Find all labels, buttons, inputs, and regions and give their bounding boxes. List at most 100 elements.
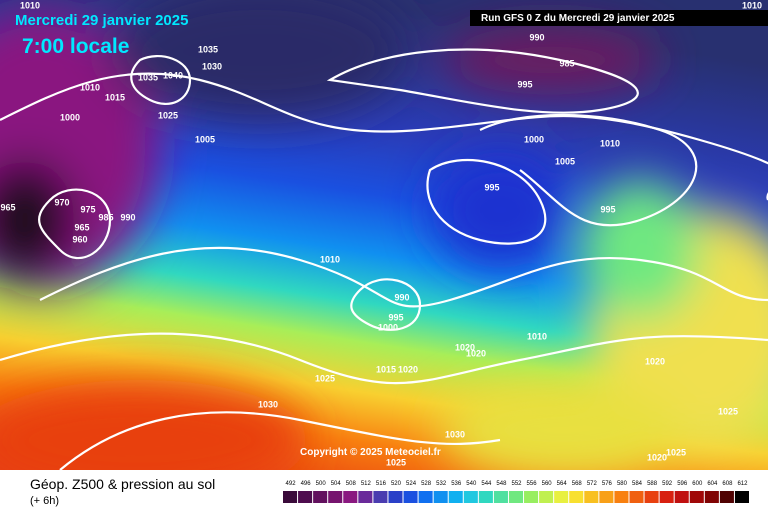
colorbar: 492 496 500 504 508 512 516 520 524 528 532 536 540 5… [283,481,749,503]
isobar-label: 1010 [320,254,340,264]
colorbar-label: 592 [662,481,673,487]
colorbar-label: 564 [557,481,568,487]
colorbar-swatch [704,491,719,503]
isobar-label: 1020 [647,452,667,462]
isobar-label: 1035 [138,72,158,82]
isobar-label: 970 [54,197,69,207]
colorbar-swatch [508,491,524,503]
copyright: Copyright © 2025 Meteociel.fr [300,447,441,458]
colorbar-label: 608 [722,481,733,487]
colorbar-label: 492 [286,481,297,487]
colorbar-swatch [569,491,584,503]
isobar-label: 965 [0,202,15,212]
isobar-label: 1000 [60,112,80,122]
isobar-label: 1015 [376,364,396,374]
colorbar-label: 532 [436,481,447,487]
colorbar-label: 580 [617,481,628,487]
colorbar-label: 596 [677,481,688,487]
isobar-label: 1010 [80,82,100,92]
colorbar-label: 520 [391,481,402,487]
colorbar-label: 536 [451,481,462,487]
colorbar-label: 548 [496,481,507,487]
isobar-label: 1030 [258,399,278,409]
colorbar-label: 544 [481,481,492,487]
isobar-label: 1010 [600,138,620,148]
colorbar-swatch [614,491,629,503]
isobar-label: 1025 [158,110,178,120]
field-patches [0,0,768,500]
isobar-label: 985 [98,212,113,222]
isobar-label: 1010 [527,331,547,341]
colorbar-swatch [629,491,644,503]
date-title: Mercredi 29 janvier 2025 [15,12,188,29]
isobar-label: 960 [72,234,87,244]
isobars [0,48,768,471]
isobar-label: 1025 [718,406,738,416]
colorbar-swatch [283,491,298,503]
colorbar-swatch [674,491,689,503]
colorbar-swatch [539,491,554,503]
colorbar-label: 568 [572,481,583,487]
isobar-label: 995 [517,79,532,89]
footer-subtitle: (+ 6h) [30,495,59,507]
colorbar-swatch [524,491,539,503]
colorbar-label: 604 [707,481,718,487]
colorbar-label: 600 [692,481,703,487]
colorbar-swatch [448,491,463,503]
isobar-label: 1030 [202,61,222,71]
colorbar-label: 556 [527,481,538,487]
colorbar-label: 540 [466,481,477,487]
colorbar-label: 584 [632,481,643,487]
colorbar-label: 500 [316,481,327,487]
isobar-label: 1025 [666,447,686,457]
colorbar-swatch [584,491,599,503]
colorbar-label: 560 [542,481,553,487]
time-label: 7:00 locale [22,35,129,58]
colorbar-label: 524 [406,481,417,487]
colorbar-label: 612 [737,481,748,487]
isobar-label: 1005 [195,134,215,144]
colorbar-swatch [433,491,448,503]
colorbar-label: 512 [361,481,372,487]
isobar-label: 965 [74,222,89,232]
colorbar-swatch [358,491,373,503]
run-banner [470,10,768,26]
colorbar-label: 504 [331,481,342,487]
isobar-label: 985 [559,58,574,68]
isobar-label: 1020 [645,356,665,366]
isobar-label: 990 [120,212,135,222]
isobar-label: 1000 [378,322,398,332]
colorbar-label: 552 [511,481,522,487]
colorbar-swatch [493,491,508,503]
isobar-label: 1020 [455,342,475,352]
isobar-label: 1030 [445,429,465,439]
colorbar-label: 528 [421,481,432,487]
colorbar-swatch [388,491,403,503]
colorbar-swatch [343,491,358,503]
colorbar-swatch [478,491,493,503]
colorbar-swatch [719,491,734,503]
colorbar-swatch [298,491,313,503]
colorbar-swatch [689,491,704,503]
colorbar-swatch [599,491,614,503]
colorbar-swatch [659,491,674,503]
isobar-label: 1025 [386,457,406,467]
colorbar-swatch [328,491,343,503]
colorbar-swatch [418,491,433,503]
isobar-label: 1035 [198,44,218,54]
colorbar-swatch [644,491,659,503]
colorbar-swatch [313,491,328,503]
isobar-label: 990 [394,292,409,302]
colorbar-label: 572 [587,481,598,487]
colorbar-swatch [463,491,478,503]
isobar-label: 1020 [398,364,418,374]
isobar-label: 1025 [315,373,335,383]
colorbar-swatch [373,491,388,503]
isobar-labels: 1010 1035 1030 1035 1040 1010 1015 1000 1025 1005… [0,0,762,467]
colorbar-swatch [403,491,418,503]
isobar-label: 1015 [105,92,125,102]
isobar-label: 995 [484,182,499,192]
isobar-label: 1040 [163,70,183,80]
isobar-label: 995 [600,204,615,214]
